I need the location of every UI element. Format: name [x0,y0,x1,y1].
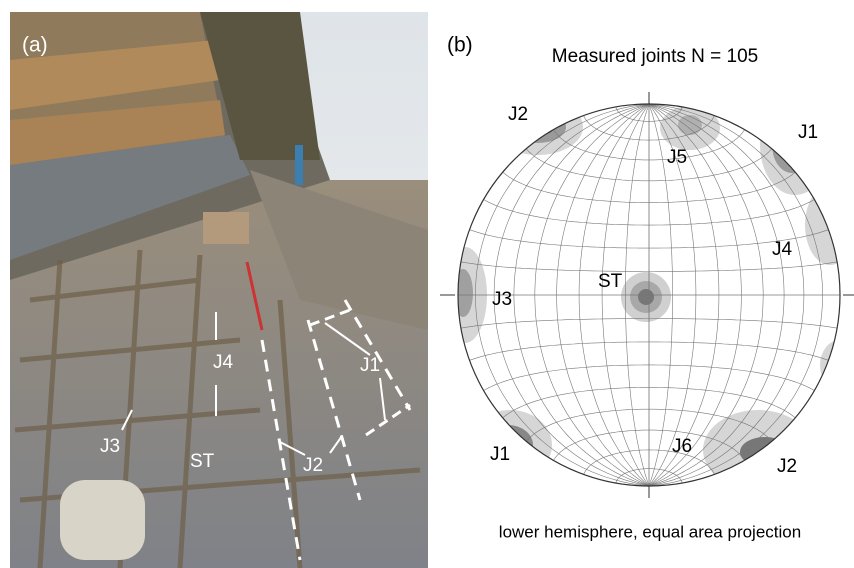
annotation: J3 [492,289,512,310]
panel-label: (b) [447,34,473,57]
annotation: J2 [508,104,528,125]
panel-label: (a) [22,34,48,57]
annotation: J1 [798,122,818,143]
annotation: J1 [360,355,380,376]
annotation: J4 [213,352,234,373]
annotation: J5 [667,147,687,168]
figure: (a) J4 J1 J3 J2 ST (b) Measured joints N… [0,0,854,568]
photo [10,12,428,568]
annotation: ST [190,451,215,472]
annotation: J4 [772,239,793,260]
annotation: ST [598,271,623,292]
annotation: J6 [672,436,692,457]
annotation: J2 [303,455,323,476]
annotation: J1 [490,444,510,465]
caption: lower hemisphere, equal area projection [499,522,801,541]
net-title: Measured joints N = 105 [552,46,758,67]
annotation: J2 [777,456,797,477]
annotation: J3 [100,436,120,457]
